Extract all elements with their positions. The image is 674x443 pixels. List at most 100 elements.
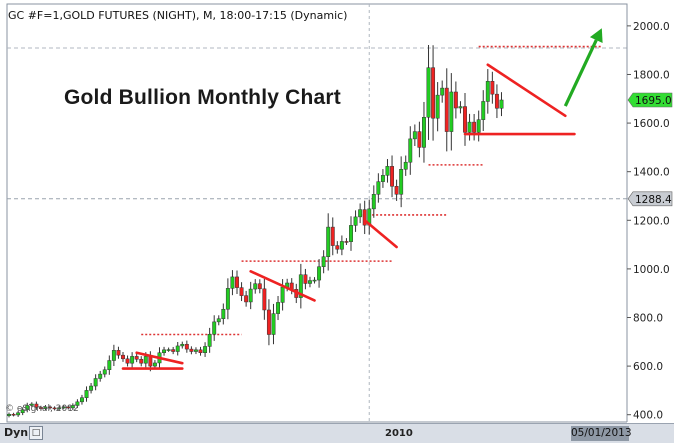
candle: [34, 401, 39, 410]
candle-body: [435, 94, 440, 119]
candle: [312, 277, 317, 284]
candle-body: [376, 181, 381, 195]
y-tick-label: 1600.0: [633, 118, 670, 130]
candle-body: [225, 288, 230, 310]
candle-body: [485, 81, 490, 102]
candle: [467, 113, 472, 141]
candle: [225, 278, 230, 320]
candle: [248, 281, 253, 310]
candle-body: [212, 321, 217, 335]
candle-body: [499, 99, 504, 109]
breakout-arrow: [563, 28, 603, 107]
candle: [353, 210, 358, 232]
candle: [116, 346, 121, 359]
y-tick-label: 800.0: [633, 313, 663, 325]
candle: [107, 355, 112, 375]
candle: [394, 179, 399, 201]
candle: [303, 268, 308, 290]
lock-icon[interactable]: □: [29, 426, 43, 440]
candle: [490, 71, 495, 104]
candle: [70, 403, 75, 411]
candle-body: [66, 406, 71, 409]
candle: [321, 250, 326, 274]
price-axis-bg: [627, 4, 674, 423]
candle-body: [472, 121, 477, 133]
candle-body: [399, 169, 404, 195]
y-tick-label: 1200.0: [633, 215, 670, 227]
candle: [308, 276, 312, 288]
candle: [121, 352, 125, 362]
candle: [417, 121, 422, 158]
price-axis[interactable]: 400.0 600.0 800.0 1000.0 1200.0 1400.0 1600.0 1…: [626, 4, 674, 423]
candle-body: [171, 349, 176, 352]
candle: [98, 370, 103, 382]
candle: [262, 278, 267, 320]
y-tick-label: 600.0: [633, 361, 663, 373]
candle-body: [61, 406, 66, 409]
candle-body: [107, 360, 112, 370]
candle-body: [7, 413, 11, 416]
candle-body: [380, 175, 385, 182]
candle: [189, 346, 194, 355]
candle-body: [362, 209, 367, 226]
candle: [358, 203, 363, 224]
candle: [84, 386, 89, 402]
candle-body: [11, 413, 16, 416]
candle-body: [111, 350, 116, 361]
candle: [472, 113, 477, 141]
candle-body: [353, 216, 358, 226]
candle-body: [75, 401, 80, 406]
candle: [371, 185, 376, 218]
candle: [326, 213, 331, 271]
candle: [89, 382, 94, 394]
y-tick-label: 1000.0: [633, 264, 670, 276]
falling-trendline: [249, 270, 316, 302]
last-price-tag: 1695.0: [627, 92, 673, 108]
x-tick-label: 2010: [385, 428, 413, 439]
candle-body: [308, 280, 312, 284]
grid-lines: [6, 3, 628, 423]
candle: [48, 405, 52, 410]
y-tick-label: 1400.0: [633, 167, 670, 179]
candle: [171, 346, 176, 355]
candle: [362, 200, 367, 235]
candle-body: [239, 287, 244, 296]
candle-body: [57, 407, 62, 410]
candle: [494, 84, 499, 119]
candle: [298, 263, 303, 309]
candle: [162, 346, 166, 356]
falling-trendline: [363, 218, 398, 249]
candle: [134, 353, 139, 363]
candle: [38, 405, 43, 411]
candle: [485, 69, 490, 114]
candle-body: [276, 302, 280, 314]
candle-body: [248, 288, 253, 303]
candle-body: [481, 101, 486, 120]
candle: [43, 405, 48, 411]
resistance-levels: [141, 45, 602, 336]
candle-body: [203, 346, 208, 353]
candle-body: [70, 405, 75, 409]
falling-trendline: [135, 351, 184, 365]
candle-body: [335, 245, 340, 250]
candle: [235, 270, 239, 295]
candle-body: [121, 354, 125, 360]
candle: [481, 90, 486, 131]
candle: [339, 235, 344, 256]
arrow-head: [589, 28, 603, 44]
y-tick-label: 1800.0: [633, 69, 670, 81]
candle: [175, 341, 180, 356]
trendlines: [121, 63, 576, 370]
candle-body: [20, 409, 25, 414]
candle: [376, 173, 381, 203]
candle: [380, 169, 385, 188]
candle: [330, 217, 335, 256]
candle: [111, 344, 116, 367]
candle-body: [326, 226, 331, 257]
plot-frame: [6, 3, 628, 423]
candle: [7, 412, 11, 418]
candle-body: [339, 241, 344, 250]
candle-body: [29, 403, 34, 406]
